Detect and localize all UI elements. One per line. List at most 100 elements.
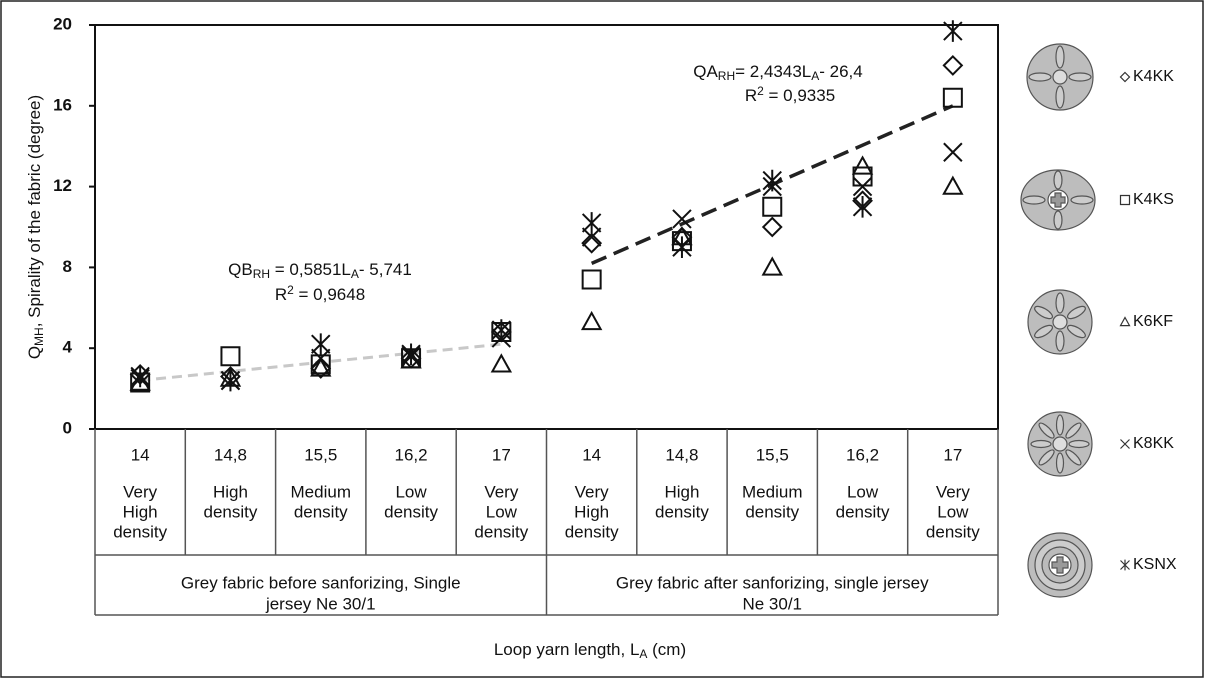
marker bbox=[401, 343, 421, 366]
text-part: , Spirality of the fabric (degree) bbox=[25, 95, 44, 327]
marker bbox=[942, 175, 964, 195]
legend-symbol bbox=[1120, 439, 1130, 449]
x-axis-title: Loop yarn length, LA (cm) bbox=[494, 640, 686, 660]
marker bbox=[943, 20, 963, 42]
text-part: R bbox=[275, 285, 287, 304]
legend-symbol bbox=[1119, 316, 1131, 327]
icon-k4ks bbox=[1020, 169, 1096, 231]
y-tick-label: 20 bbox=[53, 14, 72, 33]
density-label: High bbox=[123, 502, 158, 521]
text-part: (cm) bbox=[647, 640, 686, 659]
x-tick-label: 15,5 bbox=[756, 445, 789, 464]
text-part: QB bbox=[228, 260, 253, 279]
density-label: Very bbox=[484, 482, 519, 501]
marker bbox=[852, 196, 873, 218]
y-axis-title: QMH, Spirality of the fabric (degree) bbox=[25, 95, 45, 359]
density-label: density bbox=[655, 502, 709, 521]
x-tick-label: 14,8 bbox=[214, 445, 247, 464]
marker bbox=[761, 256, 783, 276]
group-label: jersey Ne 30/1 bbox=[265, 594, 376, 613]
x-tick-label: 14,8 bbox=[665, 445, 698, 464]
marker bbox=[130, 365, 150, 388]
density-label: Very bbox=[575, 482, 610, 501]
marker bbox=[672, 236, 692, 258]
x-tick-label: 14 bbox=[131, 445, 150, 464]
text-part: 2 bbox=[287, 283, 294, 297]
icon-k8kk bbox=[1027, 411, 1093, 477]
density-label: Very bbox=[936, 482, 971, 501]
trend-r2: R2 = 0,9648 bbox=[275, 283, 365, 304]
density-label: Low bbox=[395, 482, 427, 501]
group-label: Grey fabric after sanforizing, single je… bbox=[616, 573, 929, 592]
x-tick-label: 16,2 bbox=[846, 445, 879, 464]
text-part: A bbox=[351, 267, 359, 281]
density-label: Very bbox=[123, 482, 158, 501]
text-part: MH bbox=[32, 327, 46, 346]
marker bbox=[311, 333, 331, 355]
marker bbox=[581, 227, 602, 247]
text-part: = 0,9648 bbox=[294, 285, 365, 304]
legend-label: K8KK bbox=[1133, 435, 1174, 452]
density-label: Low bbox=[937, 502, 969, 521]
marker bbox=[852, 176, 873, 197]
marker bbox=[943, 142, 963, 162]
legend-label: K6KF bbox=[1133, 313, 1173, 330]
legend-symbol bbox=[1119, 194, 1131, 206]
density-label: density bbox=[836, 502, 890, 521]
text-part: 2 bbox=[757, 84, 764, 98]
text-part: A bbox=[811, 69, 819, 83]
marker bbox=[942, 54, 964, 76]
y-tick-label: 16 bbox=[53, 95, 72, 114]
x-tick-label: 15,5 bbox=[304, 445, 337, 464]
text-part: - 26,4 bbox=[819, 62, 862, 81]
density-label: High bbox=[213, 482, 248, 501]
marker bbox=[852, 166, 873, 187]
y-tick-label: 4 bbox=[63, 338, 73, 357]
icon-k4kk bbox=[1026, 43, 1094, 111]
density-label: High bbox=[574, 502, 609, 521]
legend-icons bbox=[1020, 43, 1096, 598]
density-label: density bbox=[926, 522, 980, 541]
icon-ksnx bbox=[1027, 532, 1093, 598]
marker bbox=[851, 155, 874, 175]
marker bbox=[581, 232, 603, 254]
text-part: RH bbox=[718, 69, 735, 83]
legend-label: K4KK bbox=[1133, 68, 1174, 85]
trend-equation: QARH= 2,4343LA- 26,4 bbox=[693, 62, 863, 82]
density-label: High bbox=[664, 482, 699, 501]
y-tick-label: 8 bbox=[63, 257, 72, 276]
marker bbox=[581, 212, 602, 234]
text-part: = 0,9335 bbox=[764, 86, 835, 105]
text-part: = 0,5851L bbox=[270, 260, 351, 279]
text-part: R bbox=[745, 86, 757, 105]
marker bbox=[311, 348, 331, 369]
marker bbox=[581, 269, 602, 290]
text-part: Loop yarn length, L bbox=[494, 640, 640, 659]
marker bbox=[580, 310, 603, 331]
density-label: density bbox=[204, 502, 258, 521]
icon-k6kf bbox=[1027, 289, 1093, 355]
marker bbox=[942, 87, 963, 108]
y-tick-label: 0 bbox=[63, 418, 72, 437]
x-tick-label: 17 bbox=[943, 445, 962, 464]
text-part: QA bbox=[693, 62, 718, 81]
density-label: density bbox=[565, 522, 619, 541]
marker bbox=[762, 169, 782, 192]
density-label: Low bbox=[847, 482, 879, 501]
legend-label: KSNX bbox=[1133, 556, 1177, 573]
density-label: density bbox=[113, 522, 167, 541]
x-tick-label: 16,2 bbox=[395, 445, 428, 464]
marker bbox=[762, 196, 783, 217]
marker bbox=[220, 346, 241, 367]
trendline bbox=[139, 342, 502, 383]
x-tick-label: 17 bbox=[492, 445, 511, 464]
group-label: Grey fabric before sanforizing, Single bbox=[181, 573, 461, 592]
group-label: Ne 30/1 bbox=[742, 594, 802, 613]
x-tick-label: 14 bbox=[582, 445, 601, 464]
trend-equation: QBRH = 0,5851LA- 5,741 bbox=[228, 260, 412, 280]
legend-label: K4KS bbox=[1133, 191, 1174, 208]
text-part: Q bbox=[25, 346, 44, 359]
text-part: - 5,741 bbox=[359, 260, 412, 279]
density-label: Medium bbox=[291, 482, 351, 501]
